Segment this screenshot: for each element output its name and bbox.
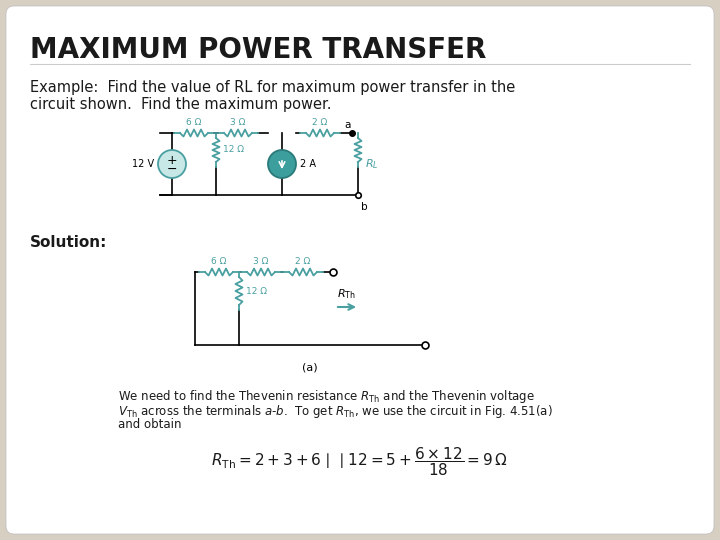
Text: 12 Ω: 12 Ω: [246, 287, 267, 295]
Text: 12 V: 12 V: [132, 159, 154, 169]
Text: circuit shown.  Find the maximum power.: circuit shown. Find the maximum power.: [30, 97, 331, 112]
Text: (a): (a): [302, 363, 318, 373]
Text: −: −: [167, 163, 177, 176]
Text: +: +: [167, 153, 177, 166]
Text: 2 Ω: 2 Ω: [295, 257, 310, 266]
Circle shape: [158, 150, 186, 178]
Text: and obtain: and obtain: [118, 418, 181, 431]
FancyBboxPatch shape: [6, 6, 714, 534]
Text: 6 Ω: 6 Ω: [211, 257, 227, 266]
Text: Example:  Find the value of RL for maximum power transfer in the: Example: Find the value of RL for maximu…: [30, 80, 516, 95]
Text: 2 Ω: 2 Ω: [312, 118, 328, 127]
Text: 3 Ω: 3 Ω: [253, 257, 269, 266]
Text: 3 Ω: 3 Ω: [230, 118, 246, 127]
Text: $R_{\mathrm{Th}} = 2 + 3 + 6 \mid\mid 12 = 5 + \dfrac{6 \times 12}{18} = 9\,\Ome: $R_{\mathrm{Th}} = 2 + 3 + 6 \mid\mid 12…: [212, 445, 508, 478]
Text: b: b: [361, 202, 368, 212]
Text: $R_L$: $R_L$: [365, 157, 379, 171]
Text: Solution:: Solution:: [30, 235, 107, 250]
Circle shape: [268, 150, 296, 178]
Text: MAXIMUM POWER TRANSFER: MAXIMUM POWER TRANSFER: [30, 36, 487, 64]
Text: We need to find the Thevenin resistance $R_{\mathrm{Th}}$ and the Thevenin volta: We need to find the Thevenin resistance …: [118, 388, 535, 405]
Text: $V_{\mathrm{Th}}$ across the terminals $a$-$b$.  To get $R_{\mathrm{Th}}$, we us: $V_{\mathrm{Th}}$ across the terminals $…: [118, 403, 553, 420]
Text: 2 A: 2 A: [300, 159, 316, 169]
Text: 6 Ω: 6 Ω: [186, 118, 202, 127]
Text: a: a: [344, 120, 351, 130]
Text: $R_{\mathrm{Th}}$: $R_{\mathrm{Th}}$: [337, 287, 356, 301]
Text: 12 Ω: 12 Ω: [223, 145, 244, 154]
